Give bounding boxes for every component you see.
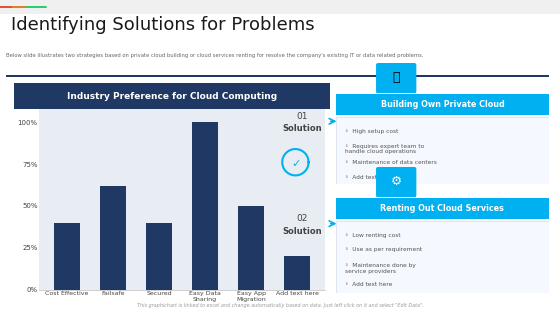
Text: ◦  Add text here: ◦ Add text here — [344, 175, 392, 180]
FancyBboxPatch shape — [376, 167, 416, 198]
Text: ◦  Maintenance of data centers: ◦ Maintenance of data centers — [344, 160, 436, 165]
Text: ◦  Use as per requirement: ◦ Use as per requirement — [344, 247, 422, 252]
Bar — [54, 223, 80, 290]
Text: ◦  Maintenance done by
service providers: ◦ Maintenance done by service providers — [344, 263, 416, 274]
Text: 01: 01 — [297, 112, 308, 121]
Text: ◦  Add text here: ◦ Add text here — [344, 282, 392, 287]
Text: Solution: Solution — [283, 124, 322, 134]
Bar — [193, 122, 218, 290]
Text: ◦  Requires expert team to
handle cloud operations: ◦ Requires expert team to handle cloud o… — [344, 144, 424, 154]
Text: ✓: ✓ — [291, 159, 301, 169]
Text: This graphichart is linked to excel and change automatically based on data. Just: This graphichart is linked to excel and … — [137, 303, 423, 308]
Text: 🏗: 🏗 — [393, 71, 400, 84]
Text: Solution: Solution — [283, 227, 322, 236]
Text: Renting Out Cloud Services: Renting Out Cloud Services — [380, 204, 505, 213]
Bar — [100, 186, 125, 290]
FancyBboxPatch shape — [376, 63, 416, 94]
Bar — [239, 206, 264, 290]
Text: Building Own Private Cloud: Building Own Private Cloud — [381, 100, 504, 109]
Text: 02: 02 — [297, 214, 308, 223]
Text: ◦  High setup cost: ◦ High setup cost — [344, 129, 398, 134]
Text: Identifying Solutions for Problems: Identifying Solutions for Problems — [11, 16, 315, 34]
Text: ⚙: ⚙ — [390, 175, 402, 188]
Text: Industry Preference for Cloud Computing: Industry Preference for Cloud Computing — [67, 92, 277, 100]
Bar — [146, 223, 171, 290]
Bar — [284, 256, 310, 290]
Text: ◦  Low renting cost: ◦ Low renting cost — [344, 232, 400, 238]
Text: Below slide illustrates two strategies based on private cloud building or cloud : Below slide illustrates two strategies b… — [6, 53, 423, 58]
